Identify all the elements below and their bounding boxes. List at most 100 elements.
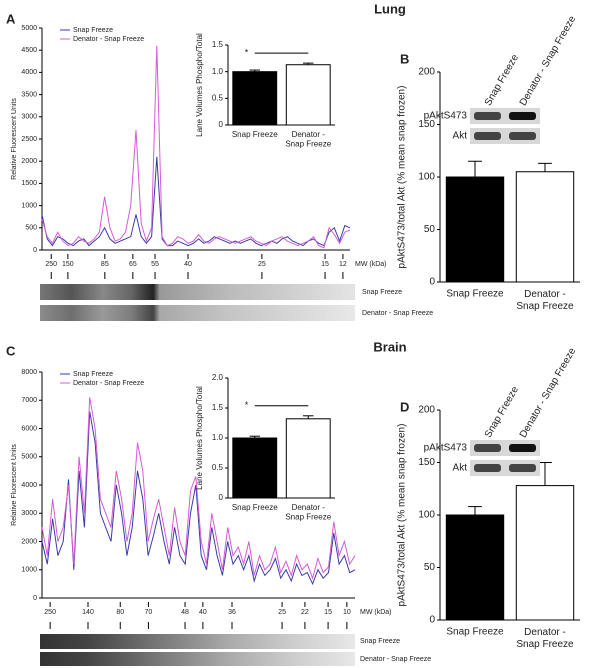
legend-label: Denator - Snap Freeze — [73, 36, 144, 43]
gel-lane — [40, 305, 355, 321]
annotation: * — [245, 48, 249, 58]
x-tick-label: Denator -Snap Freeze — [516, 289, 574, 312]
blot-column-label: Snap Freeze — [483, 52, 521, 107]
mw-tick-label: 10 — [343, 609, 351, 616]
y-axis-label: pAktS473/total Akt (% mean snap frozen) — [397, 86, 408, 269]
section-title: Lung — [374, 1, 406, 16]
annotation: * — [245, 400, 249, 410]
y-tick-label: 1.5 — [212, 40, 224, 49]
panel-letter: D — [400, 399, 409, 414]
x-tick-label: Snap Freeze — [446, 289, 504, 300]
y-tick-label: 0 — [429, 615, 435, 626]
y-tick-label: 3000 — [21, 114, 37, 121]
mw-tick-label: 65 — [129, 261, 137, 268]
x-tick-label: Denator -Snap Freeze — [285, 503, 331, 522]
y-tick-label: 4000 — [21, 69, 37, 76]
y-tick-label: 1000 — [21, 202, 37, 209]
y-tick-label: 1.0 — [212, 67, 224, 76]
mw-tick-label: 25 — [258, 261, 266, 268]
mw-tick-label: 40 — [184, 261, 192, 268]
blot-band — [509, 112, 536, 120]
mw-tick-label: 150 — [62, 261, 74, 268]
gel-lane — [40, 652, 355, 666]
mw-tick-label: 250 — [44, 609, 56, 616]
y-tick-label: 100 — [418, 172, 435, 183]
y-tick-label: 4500 — [21, 47, 37, 54]
y-tick-label: 5000 — [21, 454, 37, 461]
y-axis-label: Lane Volumes Phospho/Total — [195, 33, 204, 137]
blot-row-label: Akt — [453, 131, 468, 142]
y-tick-label: 5000 — [21, 25, 37, 32]
y-tick-label: 150 — [418, 119, 435, 130]
x-tick-label: Snap Freeze — [232, 130, 278, 139]
mw-tick-label: 40 — [199, 609, 207, 616]
y-tick-label: 3000 — [21, 510, 37, 517]
x-tick-label: Snap Freeze — [446, 627, 504, 638]
mw-tick-label: 80 — [116, 609, 124, 616]
blot-row-label: Akt — [453, 463, 468, 474]
mw-tick-label: 70 — [145, 609, 153, 616]
y-tick-label: 0.5 — [212, 93, 224, 102]
line-series — [41, 156, 351, 247]
legend-label: Snap Freeze — [73, 27, 113, 34]
blot-band — [509, 132, 536, 140]
y-tick-label: 2500 — [21, 136, 37, 143]
mw-tick-label: 36 — [228, 609, 236, 616]
bar — [232, 71, 278, 126]
y-tick-label: 4000 — [21, 482, 37, 489]
blot-row-label: pAktS473 — [424, 443, 468, 454]
y-tick-label: 1000 — [21, 567, 37, 574]
panel-letter: C — [6, 343, 16, 358]
blot-band — [509, 444, 536, 452]
y-tick-label: 6000 — [21, 425, 37, 432]
y-tick-label: 0 — [219, 120, 224, 129]
y-tick-label: 50 — [424, 224, 436, 235]
bar — [445, 176, 505, 283]
x-axis-label: MW (kDa) — [360, 609, 392, 616]
lane-label: Snap Freeze — [362, 289, 402, 296]
y-axis-label: pAktS473/total Akt (% mean snap frozen) — [397, 424, 408, 607]
mw-tick-label: 140 — [82, 609, 94, 616]
y-tick-label: 50 — [424, 562, 436, 573]
y-tick-label: 100 — [418, 510, 435, 521]
mw-tick-label: 48 — [181, 609, 189, 616]
mw-tick-label: 15 — [321, 261, 329, 268]
y-tick-label: 150 — [418, 457, 435, 468]
y-tick-label: 500 — [25, 225, 37, 232]
mw-tick-label: 250 — [45, 261, 57, 268]
y-tick-label: 0.5 — [212, 463, 224, 472]
y-tick-label: 1.0 — [212, 433, 224, 442]
blot-band — [474, 464, 501, 472]
gel-lane — [40, 634, 355, 649]
panel-letter: B — [400, 51, 409, 66]
y-axis-label: Relative Fluorescent Units — [11, 98, 18, 180]
mw-tick-label: 15 — [324, 609, 332, 616]
y-axis-label: Lane Volumes Phospho/Total — [195, 386, 204, 490]
y-tick-label: 7000 — [21, 397, 37, 404]
blot-band — [509, 464, 536, 472]
blot-column-label: Denator - Snap Freeze — [518, 346, 579, 440]
blot-column-label: Denator - Snap Freeze — [518, 14, 579, 108]
blot-row-label: pAktS473 — [424, 111, 468, 122]
gel-lane — [40, 284, 355, 300]
y-tick-label: 1.5 — [212, 403, 224, 412]
y-tick-label: 2.0 — [212, 373, 224, 382]
x-tick-label: Snap Freeze — [232, 503, 278, 512]
y-tick-label: 3500 — [21, 91, 37, 98]
line-series — [41, 411, 356, 586]
lane-label: Denator - Snap Freeze — [362, 310, 433, 317]
blot-band — [474, 112, 501, 120]
lane-label: Denator - Snap Freeze — [360, 656, 431, 663]
legend-label: Denator - Snap Freeze — [73, 380, 144, 387]
y-tick-label: 1500 — [21, 180, 37, 187]
x-axis-label: MW (kDa) — [355, 261, 387, 268]
y-tick-label: 2000 — [21, 158, 37, 165]
bar — [285, 64, 331, 126]
bar — [232, 437, 278, 499]
line-series — [41, 45, 351, 249]
y-axis-label: Relative Fluorescent Units — [11, 444, 18, 526]
bar — [515, 171, 575, 283]
panel-letter: A — [6, 11, 16, 26]
bar — [445, 514, 505, 621]
